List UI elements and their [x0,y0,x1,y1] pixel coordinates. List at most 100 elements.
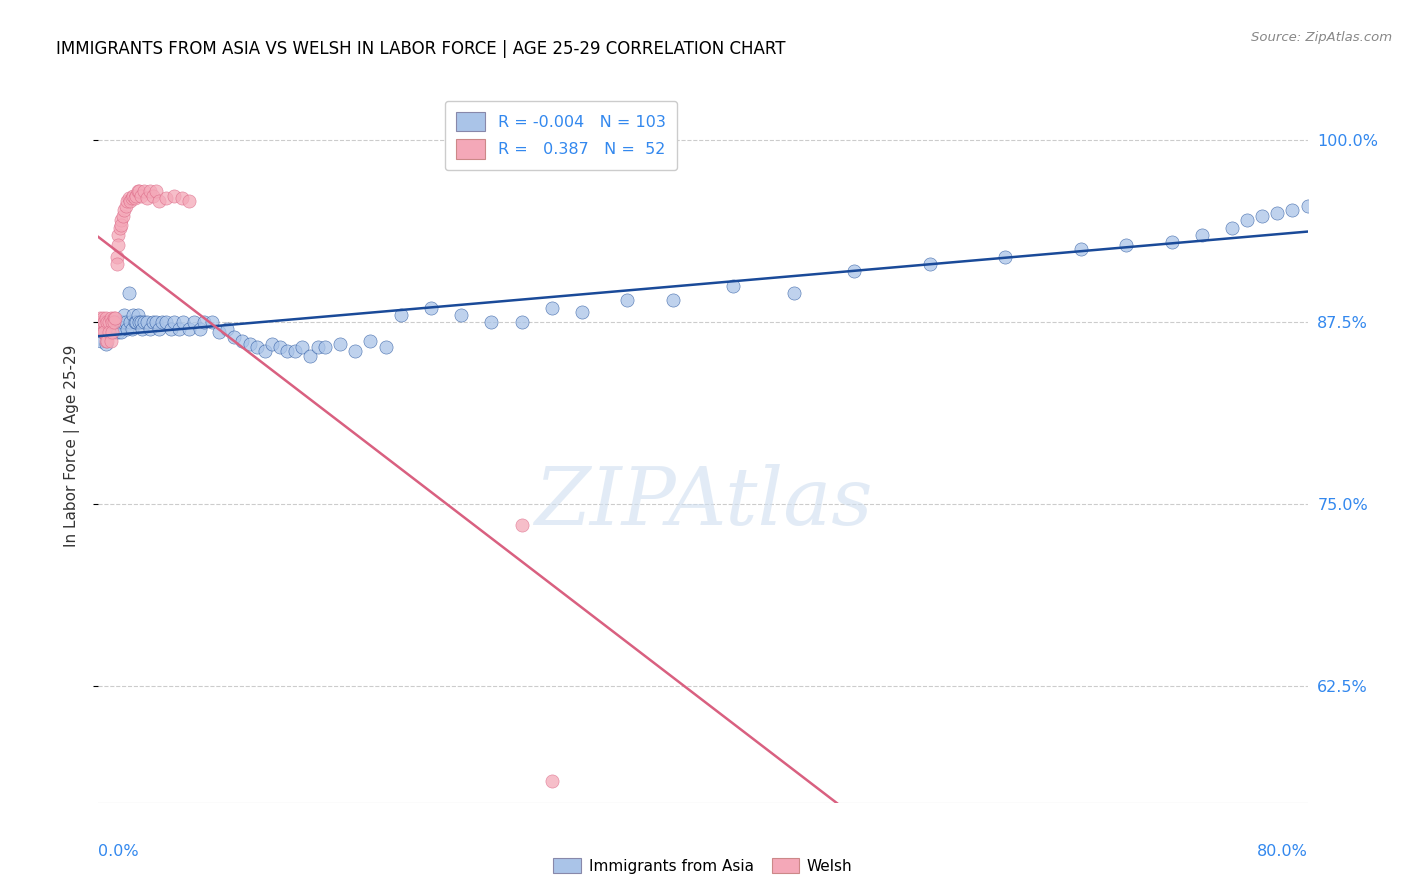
Point [1220,220,1243,235]
Point [662,293,685,308]
Point [101,315,124,329]
Y-axis label: In Labor Force | Age 25-29: In Labor Force | Age 25-29 [65,345,80,547]
Point [215,322,238,336]
Point [101,315,124,329]
Point [110,213,132,227]
Point [723,278,745,293]
Point [100,334,122,348]
Point [118,191,141,205]
Point [128,315,150,329]
Point [98,326,121,340]
Legend: Immigrants from Asia, Welsh: Immigrants from Asia, Welsh [547,852,859,880]
Point [104,310,127,325]
Point [208,326,231,340]
Point [103,310,125,325]
Point [91,310,114,325]
Point [510,315,533,329]
Point [510,517,533,532]
Point [98,326,121,340]
Point [120,194,142,209]
Point [90,334,112,348]
Point [450,308,472,322]
Point [160,322,183,336]
Point [145,315,167,329]
Point [179,322,201,336]
Point [155,315,177,329]
Point [1191,227,1213,242]
Point [122,188,145,202]
Point [389,308,412,322]
Point [135,191,157,205]
Point [142,188,165,202]
Point [994,250,1017,264]
Point [269,340,291,354]
Point [276,344,298,359]
Point [131,322,153,336]
Point [262,337,284,351]
Point [420,301,443,315]
Point [344,344,367,359]
Point [253,344,276,359]
Point [94,334,117,348]
Point [103,322,125,336]
Point [239,337,262,351]
Point [110,218,132,232]
Point [108,315,131,329]
Point [90,319,112,334]
Point [115,322,138,336]
Point [125,188,148,202]
Point [118,286,141,301]
Point [163,315,186,329]
Point [105,315,128,329]
Point [93,315,115,329]
Point [540,301,562,315]
Point [94,337,117,351]
Point [374,340,396,354]
Point [231,334,253,348]
Point [291,340,314,354]
Point [783,286,806,301]
Point [844,264,866,278]
Point [107,326,129,340]
Text: 80.0%: 80.0% [1257,844,1308,859]
Point [93,322,115,336]
Point [299,349,322,363]
Point [918,257,941,271]
Point [1251,209,1274,223]
Point [1296,199,1319,213]
Point [100,322,122,336]
Point [103,315,125,329]
Point [107,238,129,252]
Point [188,322,211,336]
Point [307,340,329,354]
Point [132,315,155,329]
Point [246,340,269,354]
Point [125,315,148,329]
Point [108,220,131,235]
Point [110,315,132,329]
Point [101,326,124,340]
Point [121,322,143,336]
Point [129,315,152,329]
Point [284,344,307,359]
Point [1160,235,1182,249]
Point [114,199,136,213]
Point [111,315,134,329]
Point [1236,213,1258,227]
Point [132,184,155,198]
Point [124,315,146,329]
Point [105,257,128,271]
Point [91,326,114,340]
Point [121,191,143,205]
Point [115,194,138,209]
Point [135,315,157,329]
Point [104,315,127,329]
Point [93,315,115,329]
Point [167,322,190,336]
Point [111,209,134,223]
Point [120,315,142,329]
Point [127,184,149,198]
Point [93,326,115,340]
Point [1070,243,1092,257]
Point [105,250,128,264]
